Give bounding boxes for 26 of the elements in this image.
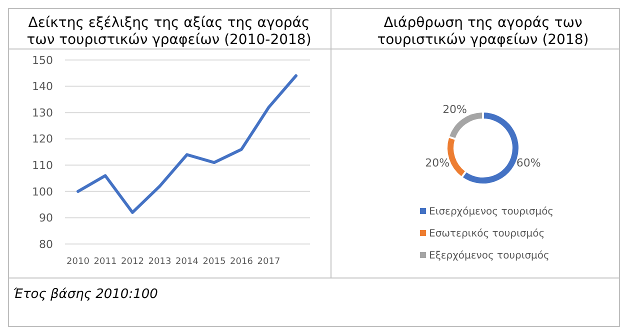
line-series [76,74,298,214]
text: Έτος βάσης 2010:100 [13,287,158,302]
x-tick-label: 2015 [202,257,226,267]
y-tick-label: 110 [32,158,53,172]
data-label: 60% [516,156,541,170]
legend-label: Εσωτερικός τουρισμός [429,228,545,240]
y-tick-label: 130 [32,106,53,120]
x-tick-label: 2013 [148,257,172,267]
data-label: 20% [442,103,468,116]
x-tick-label: 2017 [257,257,280,267]
x-tick-label: 2010 [66,257,90,267]
y-tick-label: 80 [39,238,53,251]
x-tick-label: 2016 [230,257,254,267]
y-tick-label: 120 [32,132,53,146]
chart-title: Διάρθρωση της αγοράς των τουριστικών γραφείων (2018) [377,15,589,48]
y-tick-label: 100 [32,185,53,198]
y-tick-label: 150 [32,54,53,67]
y-tick-label: 140 [32,80,53,94]
chart-title: Δείκτης εξέλιξης της αξίας της αγοράς των τουριστικών γραφείων (2010-2018) [26,15,312,48]
y-tick-label: 90 [39,212,53,225]
data-label: 20% [425,156,450,170]
x-tick-label: 2012 [121,257,144,267]
x-tick-label: 2014 [176,257,199,267]
legend-label: Εισερχόμενος τουρισμός [429,206,554,218]
x-tick-label: 2011 [94,257,117,267]
legend-label: Εξερχόμενος τουρισμός [429,250,550,262]
